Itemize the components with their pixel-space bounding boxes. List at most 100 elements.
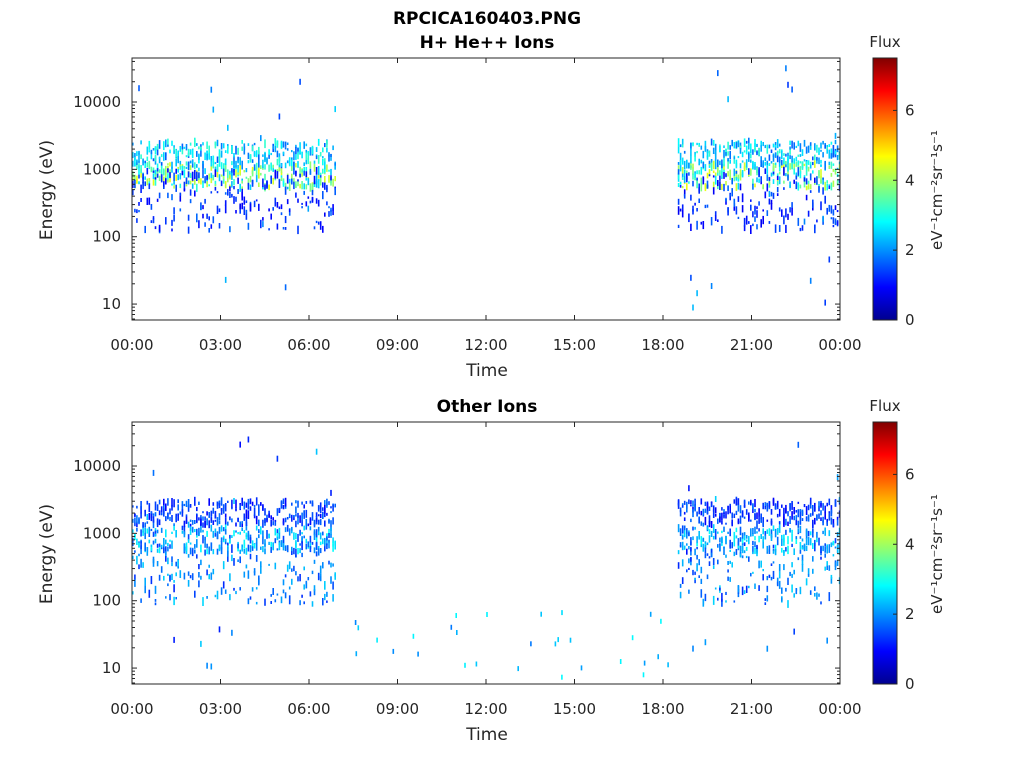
flux-cell [799,542,802,550]
flux-cell [251,587,254,592]
flux-cell [698,531,700,540]
flux-cell [330,153,332,157]
flux-cell [270,515,272,520]
flux-cell [797,182,800,186]
flux-cell [258,146,260,155]
flux-cell [210,175,213,184]
flux-cell [683,169,686,177]
flux-cell [700,145,703,150]
flux-cell [733,175,736,179]
flux-cell [774,548,777,556]
flux-cell [319,576,322,582]
flux-cell [150,513,153,522]
flux-cell [836,210,839,213]
flux-cell [315,167,318,175]
flux-cell [768,198,771,205]
flux-cell [249,498,252,505]
flux-cell [756,512,758,520]
flux-cell [140,198,142,202]
flux-cell [683,189,686,197]
flux-cell [293,515,295,521]
flux-cell [258,534,260,539]
flux-cell [255,168,258,176]
flux-cell [194,545,196,549]
flux-cell [301,552,303,558]
flux-cell [791,533,793,542]
flux-cell [194,176,196,185]
flux-cell [690,161,692,168]
flux-cell [194,190,196,197]
flux-cell [714,587,717,590]
flux-cell [330,506,332,509]
flux-cell [241,497,243,506]
flux-cell [824,299,826,306]
flux-cell [698,575,700,578]
flux-cell [183,520,186,528]
flux-cell [772,171,775,175]
flux-cell [830,577,833,584]
flux-cell [272,145,274,150]
flux-cell [764,598,767,601]
flux-cell [305,538,308,544]
flux-cell [766,645,769,652]
flux-cell [766,504,769,512]
flux-cell [766,144,769,149]
flux-cell [737,498,740,505]
flux-cell [793,548,795,555]
flux-cell [700,536,703,545]
flux-cell [140,529,142,537]
flux-cell [268,185,270,189]
flux-cell [270,541,272,547]
flux-cell [200,544,202,553]
flux-cell [144,176,146,180]
flux-cell [324,161,326,170]
flux-cell [163,152,165,161]
flux-cell [324,539,326,545]
flux-cell [146,162,149,168]
flux-cell [212,174,215,181]
flux-cell [274,146,277,153]
flux-cell [305,143,308,147]
flux-cell [206,511,208,516]
flux-cell [282,579,285,586]
flux-cell [284,527,287,533]
flux-cell [760,176,762,182]
flux-cell [286,564,289,572]
flux-cell [241,140,243,144]
flux-cell [692,173,694,180]
flux-cell [733,600,736,603]
flux-cell [249,553,252,560]
flux-cell [834,546,837,549]
flux-cell [814,143,816,151]
flux-cell [253,571,256,576]
flux-cell [727,171,729,177]
flux-cell [807,536,810,546]
flux-cell [826,180,828,184]
flux-cell [729,560,731,564]
flux-cell [212,568,215,575]
flux-cell [189,542,192,545]
flux-cell [737,176,740,182]
flux-cell [828,161,831,166]
flux-cell [719,516,721,523]
flux-cell [776,179,779,182]
flux-cell [286,148,289,151]
flux-cell [803,159,806,162]
flux-cell [224,184,227,188]
flux-cell [789,148,791,155]
flux-cell [274,528,277,536]
flux-cell [814,154,816,161]
flux-cell [332,181,334,187]
flux-cell [826,207,828,215]
flux-cell [142,530,144,536]
flux-cell [731,542,733,549]
flux-cell [185,542,188,551]
flux-cell [297,533,299,542]
spectrogram-cells [132,436,841,680]
flux-cell [191,149,194,158]
flux-cell [328,560,330,565]
flux-cell [692,645,694,652]
flux-cell [198,517,200,521]
flux-cell [754,536,756,541]
flux-cell [791,562,793,568]
